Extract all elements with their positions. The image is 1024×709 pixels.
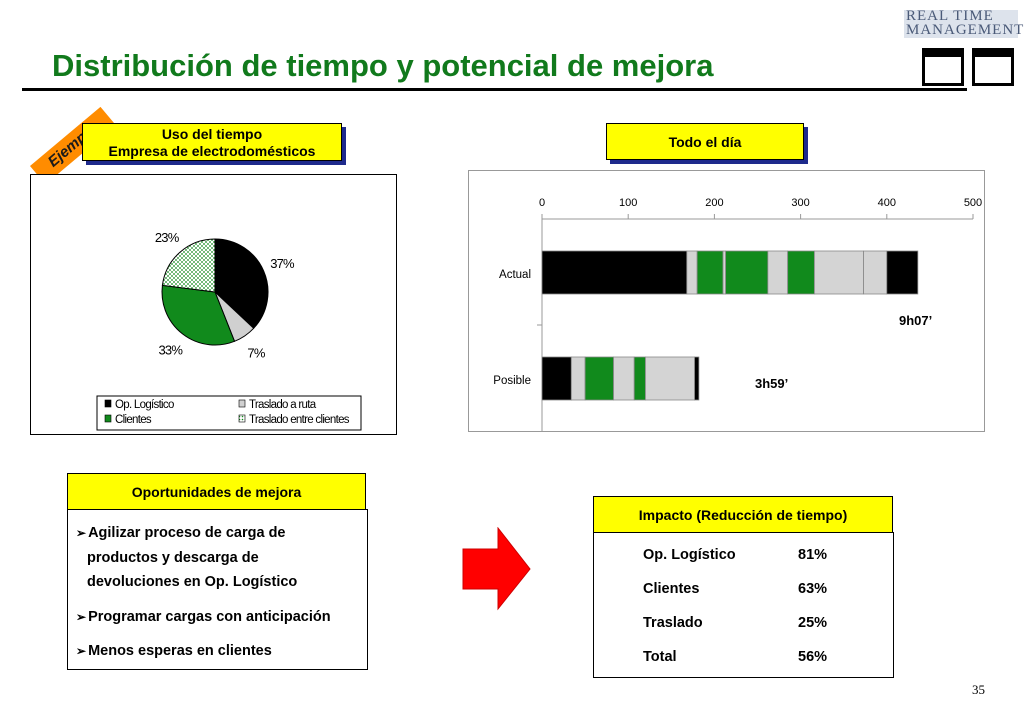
logo-background bbox=[904, 10, 1018, 38]
page-title: Distribución de tiempo y potencial de me… bbox=[52, 48, 714, 83]
bar-segment-posible-2 bbox=[584, 356, 614, 401]
pie-legend-swatch-3 bbox=[238, 414, 246, 423]
opportunity-text: Agilizar proceso de carga de bbox=[88, 525, 286, 541]
bar-segment-actual-7 bbox=[813, 250, 864, 295]
bar-segment-actual-1 bbox=[686, 250, 698, 295]
impact-row-name: Clientes bbox=[643, 581, 700, 597]
impact-row-value: 56% bbox=[798, 649, 828, 665]
pie-legend-label-2: Clientes bbox=[115, 414, 152, 426]
bar-segment-actual-8 bbox=[863, 250, 888, 295]
bar-x-tick-label-1: 100 bbox=[619, 197, 637, 209]
bar-segment-posible-0 bbox=[541, 356, 572, 401]
pie-legend-label-3: Traslado entre clientes bbox=[249, 414, 350, 426]
window-icon-right bbox=[972, 48, 1014, 86]
bar-total-actual: 9h07’ bbox=[899, 313, 932, 328]
bar-category-label-1: Posible bbox=[493, 375, 531, 387]
bar-segment-actual-0 bbox=[541, 250, 688, 295]
bar-segment-posible-6 bbox=[694, 356, 700, 401]
impact-row-value: 63% bbox=[798, 581, 828, 597]
opportunity-item-continuation: productos y descarga de bbox=[87, 546, 259, 570]
bar-segment-posible-1 bbox=[570, 356, 586, 401]
opportunity-text: Programar cargas con anticipación bbox=[88, 608, 331, 625]
bar-segment-actual-6 bbox=[787, 250, 815, 295]
impact-row-value: 25% bbox=[798, 615, 828, 631]
impact-panel: Op. Logístico 81% Clientes 63% Traslado 25% To… bbox=[593, 532, 894, 678]
opportunity-item: ➢ Menos esperas en clientes bbox=[76, 639, 272, 663]
bar-chart: 0 100 200 300 400 500 Actual Posible 9h07’ 3h59’ bbox=[493, 197, 982, 431]
bar-segment-actual-5 bbox=[767, 250, 789, 295]
pie-chart: 37% 7% 33% 23% Op. Logístico Traslado a ruta… bbox=[96, 230, 362, 431]
bar-category-label-0: Actual bbox=[499, 269, 531, 281]
opportunity-text: devoluciones en Op. Logístico bbox=[87, 574, 298, 590]
pie-legend-box bbox=[96, 395, 362, 431]
opportunity-item: ➢ Agilizar proceso de carga de bbox=[76, 521, 286, 545]
impact-row-name: Total bbox=[643, 649, 677, 665]
bar-total-posible: 3h59’ bbox=[755, 376, 788, 391]
impact-row-name: Op. Logístico bbox=[643, 547, 736, 563]
impact-header: Impacto (Reducción de tiempo) bbox=[593, 496, 893, 533]
pie-value-label-2: 33% bbox=[158, 343, 183, 358]
bar-segment-actual-9 bbox=[886, 250, 919, 295]
pie-chart-header-line1: Uso del tiempo bbox=[161, 126, 263, 142]
pie-legend-label-1: Traslado a ruta bbox=[249, 399, 317, 411]
bar-chart-header: Todo el día bbox=[606, 123, 804, 160]
bar-x-tick-label-0: 0 bbox=[539, 197, 545, 209]
pie-legend-label-0: Op. Logístico bbox=[115, 399, 174, 411]
bar-segment-posible-3 bbox=[613, 356, 635, 401]
bar-segment-posible-5 bbox=[645, 356, 695, 401]
bar-x-tick-label-5: 500 bbox=[964, 197, 982, 209]
opportunity-text: Menos esperas en clientes bbox=[88, 643, 272, 659]
pie-value-label-0: 37% bbox=[270, 256, 295, 271]
bar-chart-panel: 0 100 200 300 400 500 Actual Posible 9h07’ 3h59’ bbox=[468, 170, 985, 432]
opportunity-item: ➢ Programar cargas con anticipación bbox=[76, 605, 331, 629]
bar-segment-actual-2 bbox=[696, 250, 724, 295]
bar-segment-actual-4 bbox=[725, 250, 769, 295]
bar-x-tick-label-3: 300 bbox=[791, 197, 809, 209]
logo-text-bottom: MANAGEMENT bbox=[906, 22, 1024, 38]
pie-chart-panel: 37% 7% 33% 23% Op. Logístico Traslado a ruta… bbox=[30, 174, 397, 435]
opportunity-text: productos y descarga de bbox=[87, 549, 259, 566]
pie-slice-2 bbox=[161, 284, 236, 346]
window-icon-left bbox=[922, 48, 964, 86]
bar-segment-posible-4 bbox=[633, 356, 646, 401]
pie-legend-swatch-2 bbox=[104, 414, 112, 423]
opportunities-header: Oportunidades de mejora bbox=[67, 473, 366, 510]
pie-chart-header: Uso del tiempo Empresa de electrodomésti… bbox=[82, 123, 342, 161]
bar-x-tick-label-2: 200 bbox=[705, 197, 723, 209]
opportunity-item-continuation: devoluciones en Op. Logístico bbox=[87, 570, 297, 594]
page-number: 35 bbox=[972, 682, 985, 697]
right-arrow-icon bbox=[462, 527, 531, 611]
title-divider bbox=[22, 88, 967, 91]
pie-value-label-1: 7% bbox=[247, 345, 265, 360]
logo-text-top: REAL TIME bbox=[906, 8, 994, 24]
arrow-bullet-icon: ➢ bbox=[76, 609, 87, 624]
pie-chart-header-line2: Empresa de electrodomésticos bbox=[108, 143, 316, 159]
pie-value-label-3: 23% bbox=[155, 230, 180, 245]
impact-row-value: 81% bbox=[798, 547, 828, 563]
pie-legend-swatch-1 bbox=[238, 399, 246, 408]
pie-legend-swatch-0 bbox=[104, 399, 112, 408]
arrow-bullet-icon: ➢ bbox=[76, 526, 87, 540]
bar-x-tick-label-4: 400 bbox=[878, 197, 896, 209]
arrow-bullet-icon: ➢ bbox=[76, 644, 87, 658]
opportunities-panel: ➢ Agilizar proceso de carga de productos y… bbox=[67, 509, 368, 670]
impact-row-name: Traslado bbox=[643, 615, 703, 631]
pie-slice-3 bbox=[161, 238, 216, 293]
pie-slice-0 bbox=[214, 238, 269, 329]
